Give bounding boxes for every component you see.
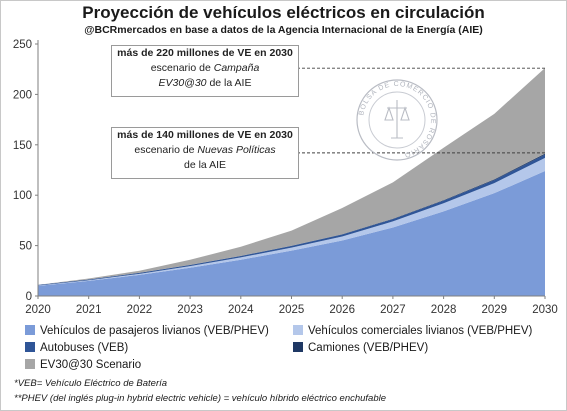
callout-ev3030-line2: escenario de Campaña	[112, 61, 298, 76]
x-tick-label: 2029	[482, 304, 508, 316]
x-tick-label: 2026	[329, 304, 355, 316]
y-tick-label: 150	[13, 140, 32, 152]
chart-subtitle: @BCRmercados en base a datos de la Agenc…	[84, 24, 483, 36]
x-tick-label: 2025	[279, 304, 305, 316]
callout-ev3030-line3: EV30@30 de la AIE	[112, 76, 298, 91]
footnote-veb: *VEB= Vehículo Eléctrico de Batería	[14, 378, 168, 389]
legend-swatch-pasajeros	[25, 325, 35, 335]
y-tick-label: 200	[13, 89, 32, 101]
x-tick-label: 2027	[380, 304, 406, 316]
legend-label-pasajeros: Vehículos de pasajeros livianos (VEB/PHE…	[40, 325, 269, 337]
callout-ev3030-prefix: escenario de	[150, 62, 214, 74]
x-tick-label: 2021	[76, 304, 102, 316]
callout-np-scenario: Nuevas Políticas	[197, 144, 276, 156]
callout-np-prefix: escenario de	[134, 144, 198, 156]
area-series-pasajeros	[38, 171, 545, 296]
callout-np-headline: más de 140 millones de VE en 2030	[117, 129, 293, 141]
legend-item-autobuses: Autobuses (VEB)	[25, 342, 128, 354]
legend-swatch-comerciales	[293, 325, 303, 335]
legend-item-comerciales: Vehículos comerciales livianos (VEB/PHEV…	[293, 325, 532, 337]
legend-swatch-ev3030	[25, 359, 35, 369]
legend-item-ev3030: EV30@30 Scenario	[25, 359, 141, 371]
x-tick-label: 2020	[25, 304, 51, 316]
legend-label-comerciales: Vehículos comerciales livianos (VEB/PHEV…	[308, 325, 533, 337]
legend-swatch-camiones	[293, 342, 303, 352]
x-tick-label: 2030	[532, 304, 558, 316]
legend-label-camiones: Camiones (VEB/PHEV)	[308, 342, 429, 354]
legend-item-camiones: Camiones (VEB/PHEV)	[293, 342, 428, 354]
footnote-phev: **PHEV (del inglés plug-in hybrid electr…	[14, 393, 387, 404]
chart-title: Proyección de vehículos eléctricos en ci…	[82, 3, 485, 22]
callout-ev3030-scenario-code: EV30@30	[158, 77, 207, 89]
legend-label-autobuses: Autobuses (VEB)	[40, 342, 129, 354]
x-tick-label: 2023	[177, 304, 203, 316]
legend-label-ev3030: EV30@30 Scenario	[40, 359, 142, 371]
callout-ev3030: más de 220 millones de VE en 2030 escena…	[111, 45, 299, 97]
callout-np-line2: escenario de Nuevas Políticas	[112, 143, 298, 158]
watermark-seal: BOLSA DE COMERCIO DE ROSARIO	[356, 79, 438, 161]
x-tick-label: 2022	[127, 304, 153, 316]
y-tick-label: 50	[19, 241, 32, 253]
legend-swatch-autobuses	[25, 342, 35, 352]
x-tick-label: 2028	[431, 304, 457, 316]
y-tick-label: 0	[26, 291, 32, 303]
y-tick-label: 100	[13, 190, 32, 202]
callout-ev3030-headline: más de 220 millones de VE en 2030	[117, 47, 293, 59]
x-tick-label: 2024	[228, 304, 254, 316]
area-series-ev3030	[38, 67, 545, 285]
callout-nuevas-politicas: más de 140 millones de VE en 2030 escena…	[111, 127, 299, 179]
y-tick-label: 250	[13, 39, 32, 51]
callout-ev3030-scenario: Campaña	[213, 62, 260, 74]
legend-item-pasajeros: Vehículos de pasajeros livianos (VEB/PHE…	[25, 325, 269, 337]
callout-ev3030-suffix: de la AIE	[206, 77, 252, 89]
callout-np-line3: de la AIE	[183, 159, 227, 171]
